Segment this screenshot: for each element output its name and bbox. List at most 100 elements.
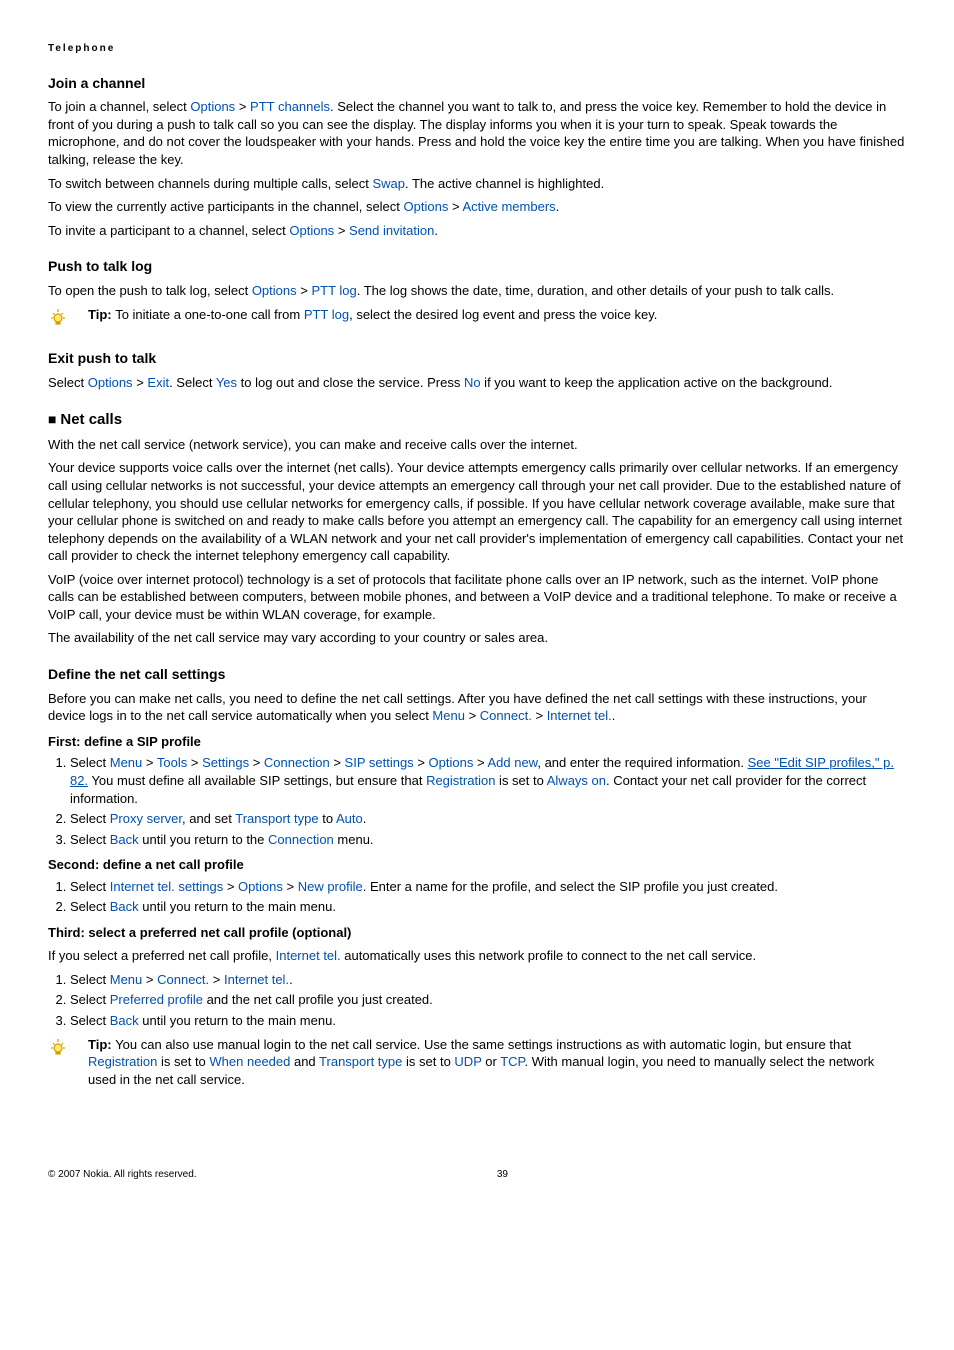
link-connect[interactable]: Connect. — [157, 972, 209, 987]
text: Select — [70, 1013, 110, 1028]
link-active-members[interactable]: Active members — [462, 199, 555, 214]
tip-label: Tip: — [88, 307, 115, 322]
text: You must define all available SIP settin… — [88, 773, 426, 788]
link-options[interactable]: Options — [252, 283, 297, 298]
link-options[interactable]: Options — [404, 199, 449, 214]
link-swap[interactable]: Swap — [372, 176, 405, 191]
text: , and enter the required information. — [537, 755, 747, 770]
list-item: Select Back until you return to the Conn… — [70, 831, 906, 849]
text: is set to — [495, 773, 546, 788]
text: . — [612, 708, 616, 723]
text: automatically uses this network profile … — [341, 948, 756, 963]
text: if you want to keep the application acti… — [481, 375, 833, 390]
link-udp[interactable]: UDP — [454, 1054, 481, 1069]
text: Select — [70, 811, 110, 826]
heading-net-calls: Net calls — [48, 410, 906, 430]
text: . — [556, 199, 560, 214]
text: > — [338, 223, 346, 238]
link-options[interactable]: Options — [88, 375, 133, 390]
link-when-needed[interactable]: When needed — [209, 1054, 290, 1069]
paragraph: To join a channel, select Options > PTT … — [48, 98, 906, 168]
link-internet-tel[interactable]: Internet tel. — [547, 708, 612, 723]
text: until you return to the main menu. — [139, 1013, 336, 1028]
link-tools[interactable]: Tools — [157, 755, 187, 770]
link-internet-tel[interactable]: Internet tel. — [276, 948, 341, 963]
heading-second-net-call-profile: Second: define a net call profile — [48, 856, 906, 874]
copyright: © 2007 Nokia. All rights reserved. — [48, 1168, 197, 1182]
text: To initiate a one-to-one call from — [115, 307, 304, 322]
link-tcp[interactable]: TCP — [500, 1054, 524, 1069]
text: and the net call profile you just create… — [203, 992, 433, 1007]
link-internet-tel[interactable]: Internet tel. — [224, 972, 289, 987]
link-back[interactable]: Back — [110, 899, 139, 914]
lightbulb-icon — [48, 1036, 88, 1062]
text: Select — [70, 899, 110, 914]
text: menu. — [334, 832, 374, 847]
heading-exit-ptt: Exit push to talk — [48, 349, 906, 368]
text: > — [452, 199, 460, 214]
link-connection[interactable]: Connection — [268, 832, 334, 847]
tip-label: Tip: — [88, 1037, 115, 1052]
link-transport-type[interactable]: Transport type — [235, 811, 318, 826]
text: To invite a participant to a channel, se… — [48, 223, 289, 238]
link-always-on[interactable]: Always on — [547, 773, 606, 788]
link-auto[interactable]: Auto — [336, 811, 363, 826]
text: > — [300, 283, 308, 298]
link-send-invitation[interactable]: Send invitation — [349, 223, 434, 238]
link-sip-settings[interactable]: SIP settings — [345, 755, 414, 770]
text: or — [482, 1054, 501, 1069]
link-connection[interactable]: Connection — [264, 755, 330, 770]
text: > — [333, 755, 341, 770]
link-menu[interactable]: Menu — [110, 972, 143, 987]
link-options[interactable]: Options — [429, 755, 474, 770]
text: , and set — [182, 811, 235, 826]
heading-define-net-call: Define the net call settings — [48, 665, 906, 684]
paragraph: Select Options > Exit. Select Yes to log… — [48, 374, 906, 392]
link-options[interactable]: Options — [190, 99, 235, 114]
link-menu[interactable]: Menu — [110, 755, 143, 770]
text: . Enter a name for the profile, and sele… — [363, 879, 778, 894]
link-add-new[interactable]: Add new — [487, 755, 537, 770]
link-settings[interactable]: Settings — [202, 755, 249, 770]
list-item: Select Internet tel. settings > Options … — [70, 878, 906, 896]
link-new-profile[interactable]: New profile — [298, 879, 363, 894]
text: . The active channel is highlighted. — [405, 176, 604, 191]
link-yes[interactable]: Yes — [216, 375, 237, 390]
text: . — [289, 972, 293, 987]
link-no[interactable]: No — [464, 375, 481, 390]
text: > — [136, 375, 144, 390]
link-ptt-channels[interactable]: PTT channels — [250, 99, 330, 114]
link-registration[interactable]: Registration — [88, 1054, 157, 1069]
text: to — [319, 811, 336, 826]
text: Select — [48, 375, 88, 390]
link-menu[interactable]: Menu — [432, 708, 465, 723]
tip-block: Tip: You can also use manual login to th… — [48, 1036, 906, 1089]
text: Select — [70, 972, 110, 987]
link-back[interactable]: Back — [110, 832, 139, 847]
link-ptt-log[interactable]: PTT log — [311, 283, 356, 298]
ordered-list: Select Internet tel. settings > Options … — [48, 878, 906, 916]
link-exit[interactable]: Exit — [147, 375, 169, 390]
link-internet-tel-settings[interactable]: Internet tel. settings — [110, 879, 223, 894]
link-registration[interactable]: Registration — [426, 773, 495, 788]
link-proxy-server[interactable]: Proxy server — [110, 811, 182, 826]
link-connect[interactable]: Connect. — [480, 708, 532, 723]
ordered-list: Select Menu > Tools > Settings > Connect… — [48, 754, 906, 848]
lightbulb-icon — [48, 306, 88, 332]
text: until you return to the main menu. — [139, 899, 336, 914]
list-item: Select Back until you return to the main… — [70, 1012, 906, 1030]
link-ptt-log[interactable]: PTT log — [304, 307, 349, 322]
tip-block: Tip: To initiate a one-to-one call from … — [48, 306, 906, 332]
link-options[interactable]: Options — [289, 223, 334, 238]
text: to log out and close the service. Press — [237, 375, 464, 390]
link-options[interactable]: Options — [238, 879, 283, 894]
link-back[interactable]: Back — [110, 1013, 139, 1028]
paragraph: VoIP (voice over internet protocol) tech… — [48, 571, 906, 624]
text: To switch between channels during multip… — [48, 176, 372, 191]
text: Select — [70, 755, 110, 770]
link-preferred-profile[interactable]: Preferred profile — [110, 992, 203, 1007]
tip-text: Tip: To initiate a one-to-one call from … — [88, 306, 906, 324]
paragraph: The availability of the net call service… — [48, 629, 906, 647]
heading-join-channel: Join a channel — [48, 74, 906, 93]
link-transport-type[interactable]: Transport type — [319, 1054, 402, 1069]
